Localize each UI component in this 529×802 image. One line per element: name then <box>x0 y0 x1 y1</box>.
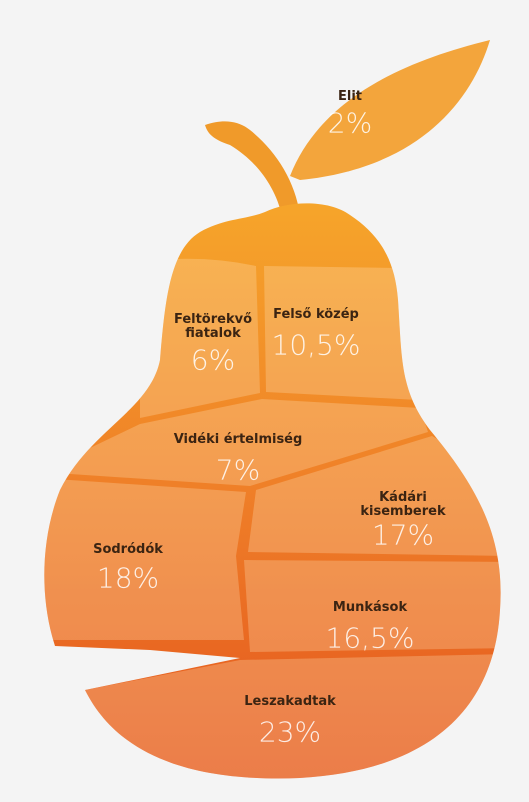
segment <box>244 560 501 652</box>
category-label: Feltörekvő fiatalok <box>173 312 253 341</box>
value-label: 10,5% <box>271 328 361 362</box>
value-label: 2% <box>327 106 373 140</box>
category-label: Kádári kisemberek <box>360 490 446 519</box>
stem <box>205 121 300 216</box>
category-label: Sodródók <box>93 542 163 557</box>
category-label: Munkások <box>332 600 408 615</box>
category-label: Vidéki értelmiség <box>173 432 303 447</box>
value-label: 7% <box>215 453 261 487</box>
value-label: 23% <box>258 715 322 749</box>
segment <box>248 436 501 556</box>
value-label: 17% <box>371 518 435 552</box>
value-label: 16,5% <box>325 621 415 655</box>
category-label: Felső közép <box>273 307 359 322</box>
category-label: Leszakadtak <box>244 694 336 709</box>
pear-body <box>44 203 501 779</box>
segment <box>140 258 260 418</box>
segment <box>44 478 246 640</box>
value-label: 18% <box>96 561 160 595</box>
category-label: Elit <box>337 89 363 104</box>
segment <box>290 40 490 180</box>
segment <box>44 399 428 486</box>
value-label: 6% <box>190 343 236 377</box>
segment <box>264 266 418 400</box>
